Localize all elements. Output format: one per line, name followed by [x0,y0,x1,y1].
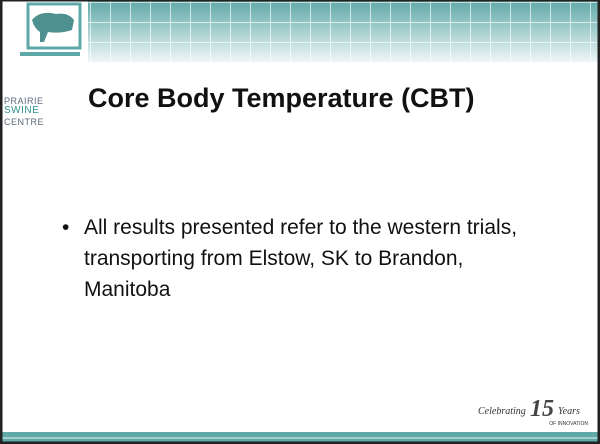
bullet-item: All results presented refer to the weste… [62,212,522,305]
logo-line: PRAIRIE [4,96,44,106]
logo-line: CENTRE [4,117,45,127]
anniversary-logo: Celebrating 15 Years OF INNOVATION [478,396,588,430]
footer-number: 15 [530,396,554,422]
slide-title: Core Body Temperature (CBT) [88,83,475,113]
footer-prefix: Celebrating [478,406,526,417]
footer-tagline: OF INNOVATION [549,421,588,427]
bullet-list: All results presented refer to the weste… [62,212,522,305]
logo-line: SWINE [4,105,40,116]
footer-suffix: Years [558,406,580,417]
